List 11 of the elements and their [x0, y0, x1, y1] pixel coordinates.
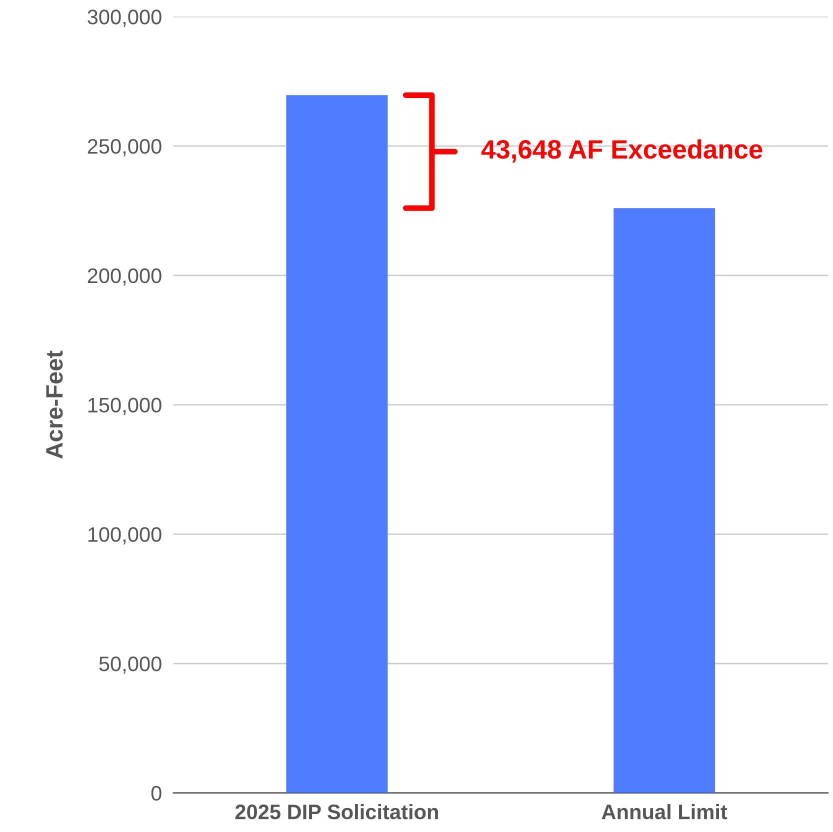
y-tick-label: 200,000 — [88, 268, 162, 286]
x-tick-label: Annual Limit — [602, 804, 728, 820]
y-axis-title: Acre-Feet — [46, 350, 63, 459]
annotation: 43,648 AF Exceedance — [481, 139, 762, 163]
y-tick-label: 100,000 — [88, 527, 162, 544]
y-tick-label: 150,000 — [88, 398, 162, 415]
x-tick-label: 2025 DIP Solicitation — [235, 804, 438, 820]
y-tick-label: 50,000 — [99, 656, 162, 674]
y-tick-label: 0 — [151, 786, 162, 801]
y-tick-label: 300,000 — [88, 10, 162, 27]
y-tick-label: 250,000 — [88, 139, 162, 156]
